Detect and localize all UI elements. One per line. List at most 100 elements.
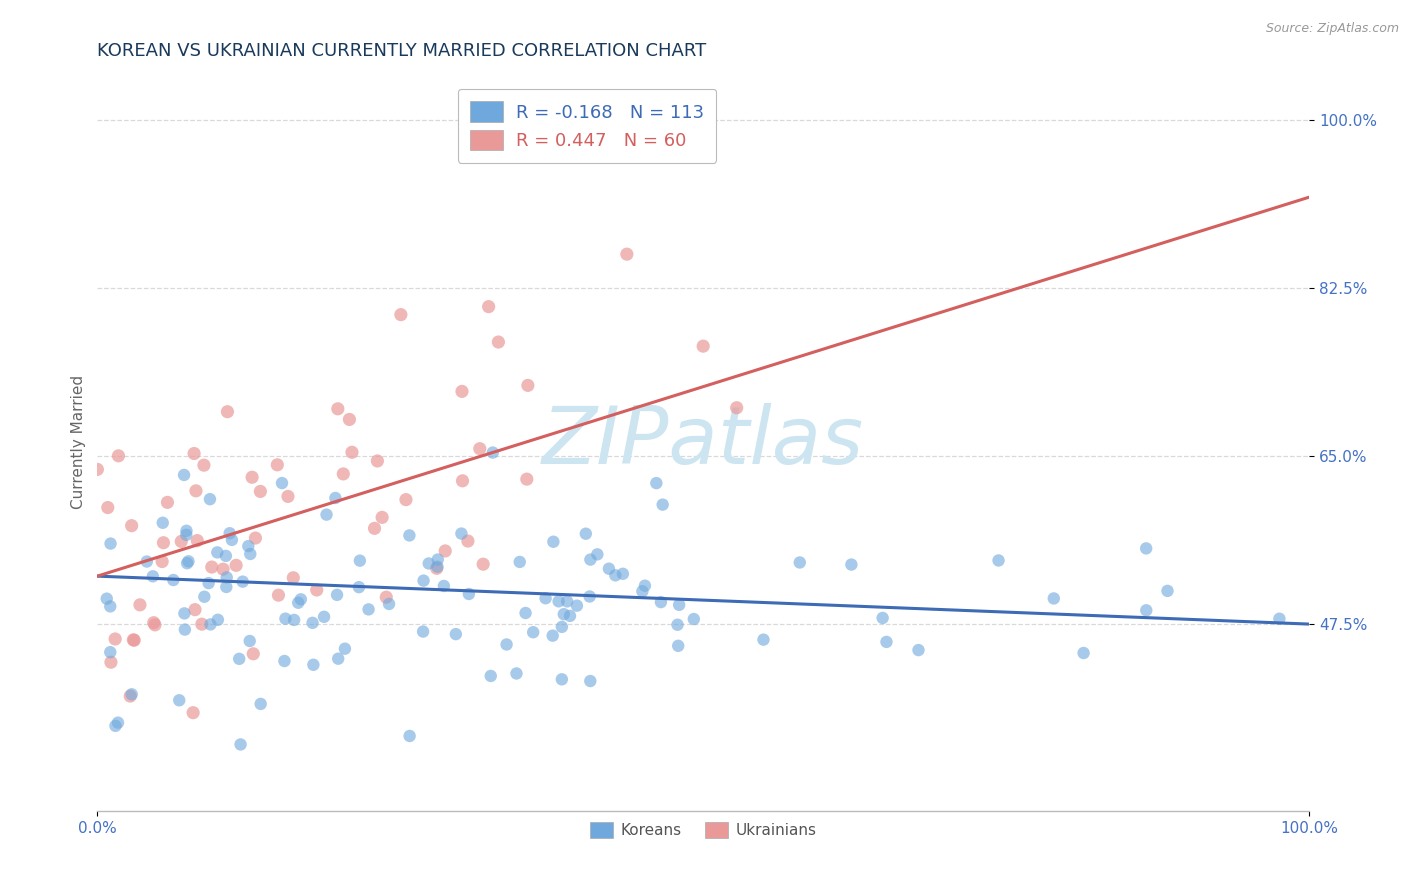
Point (434, 544, 457, 558)
Point (395, 492, 418, 507)
Point (398, 528, 420, 542)
Point (612, 566, 634, 581)
Point (215, 570, 238, 584)
Point (534, 591, 557, 606)
Point (481, 445, 503, 459)
Point (725, 401, 748, 415)
Point (197, 576, 219, 591)
Point (107, 715, 129, 730)
Point (426, 559, 449, 574)
Point (433, 579, 456, 593)
Point (451, 474, 474, 488)
Point (1135, 541, 1157, 556)
Point (200, 617, 222, 632)
Point (366, 454, 388, 468)
Point (122, 633, 145, 648)
Point (239, 547, 262, 561)
Point (193, 458, 215, 472)
Point (412, 574, 434, 588)
Point (426, 561, 449, 575)
Point (287, 596, 309, 610)
Point (173, 607, 195, 621)
Point (120, 689, 142, 703)
Point (207, 613, 229, 627)
Point (575, 526, 598, 541)
Point (176, 556, 198, 570)
Point (543, 534, 565, 549)
Point (541, 629, 564, 643)
Point (645, 476, 668, 491)
Point (156, 495, 179, 509)
Point (242, 647, 264, 661)
Point (789, 556, 811, 570)
Point (266, 458, 288, 472)
Text: ZIPatlas: ZIPatlas (543, 403, 865, 481)
Point (347, 580, 370, 594)
Point (450, 526, 472, 541)
Point (340, 445, 363, 459)
Point (578, 590, 600, 604)
Point (875, 635, 897, 649)
Point (682, 612, 704, 626)
Point (472, 557, 495, 571)
Point (412, 624, 434, 639)
Point (186, 533, 208, 548)
Point (239, 634, 262, 648)
Point (173, 623, 195, 637)
Point (651, 498, 673, 512)
Point (1268, 612, 1291, 626)
Point (228, 652, 250, 666)
Point (444, 627, 467, 641)
Point (238, 539, 260, 553)
Point (349, 554, 371, 568)
Point (616, 247, 638, 261)
Point (181, 706, 204, 720)
Point (650, 595, 672, 609)
Point (207, 545, 229, 559)
Point (312, 609, 335, 624)
Point (378, 597, 401, 611)
Point (174, 528, 197, 542)
Point (212, 562, 235, 576)
Point (666, 617, 689, 632)
Point (332, 467, 354, 481)
Point (872, 611, 894, 625)
Point (173, 467, 195, 482)
Point (579, 552, 602, 566)
Point (841, 558, 863, 572)
Point (328, 651, 350, 665)
Point (558, 608, 581, 623)
Point (104, 719, 127, 733)
Point (457, 587, 479, 601)
Point (1073, 646, 1095, 660)
Legend: Koreans, Ukrainians: Koreans, Ukrainians (583, 816, 823, 844)
Point (1042, 591, 1064, 606)
Point (274, 612, 297, 626)
Point (201, 560, 224, 574)
Point (333, 641, 356, 656)
Point (245, 531, 267, 545)
Point (218, 526, 240, 541)
Point (86, 462, 108, 476)
Point (301, 615, 323, 630)
Point (426, 552, 449, 566)
Point (468, 442, 491, 456)
Point (631, 584, 654, 599)
Point (479, 669, 502, 683)
Point (389, 308, 412, 322)
Point (551, 620, 574, 634)
Point (170, 534, 193, 549)
Point (451, 384, 474, 399)
Point (249, 697, 271, 711)
Point (565, 599, 588, 613)
Point (104, 632, 127, 646)
Point (326, 401, 349, 416)
Point (167, 693, 190, 707)
Point (232, 574, 254, 589)
Point (229, 738, 252, 752)
Point (357, 602, 380, 616)
Point (152, 516, 174, 530)
Point (418, 557, 440, 571)
Point (315, 508, 337, 522)
Point (495, 637, 517, 651)
